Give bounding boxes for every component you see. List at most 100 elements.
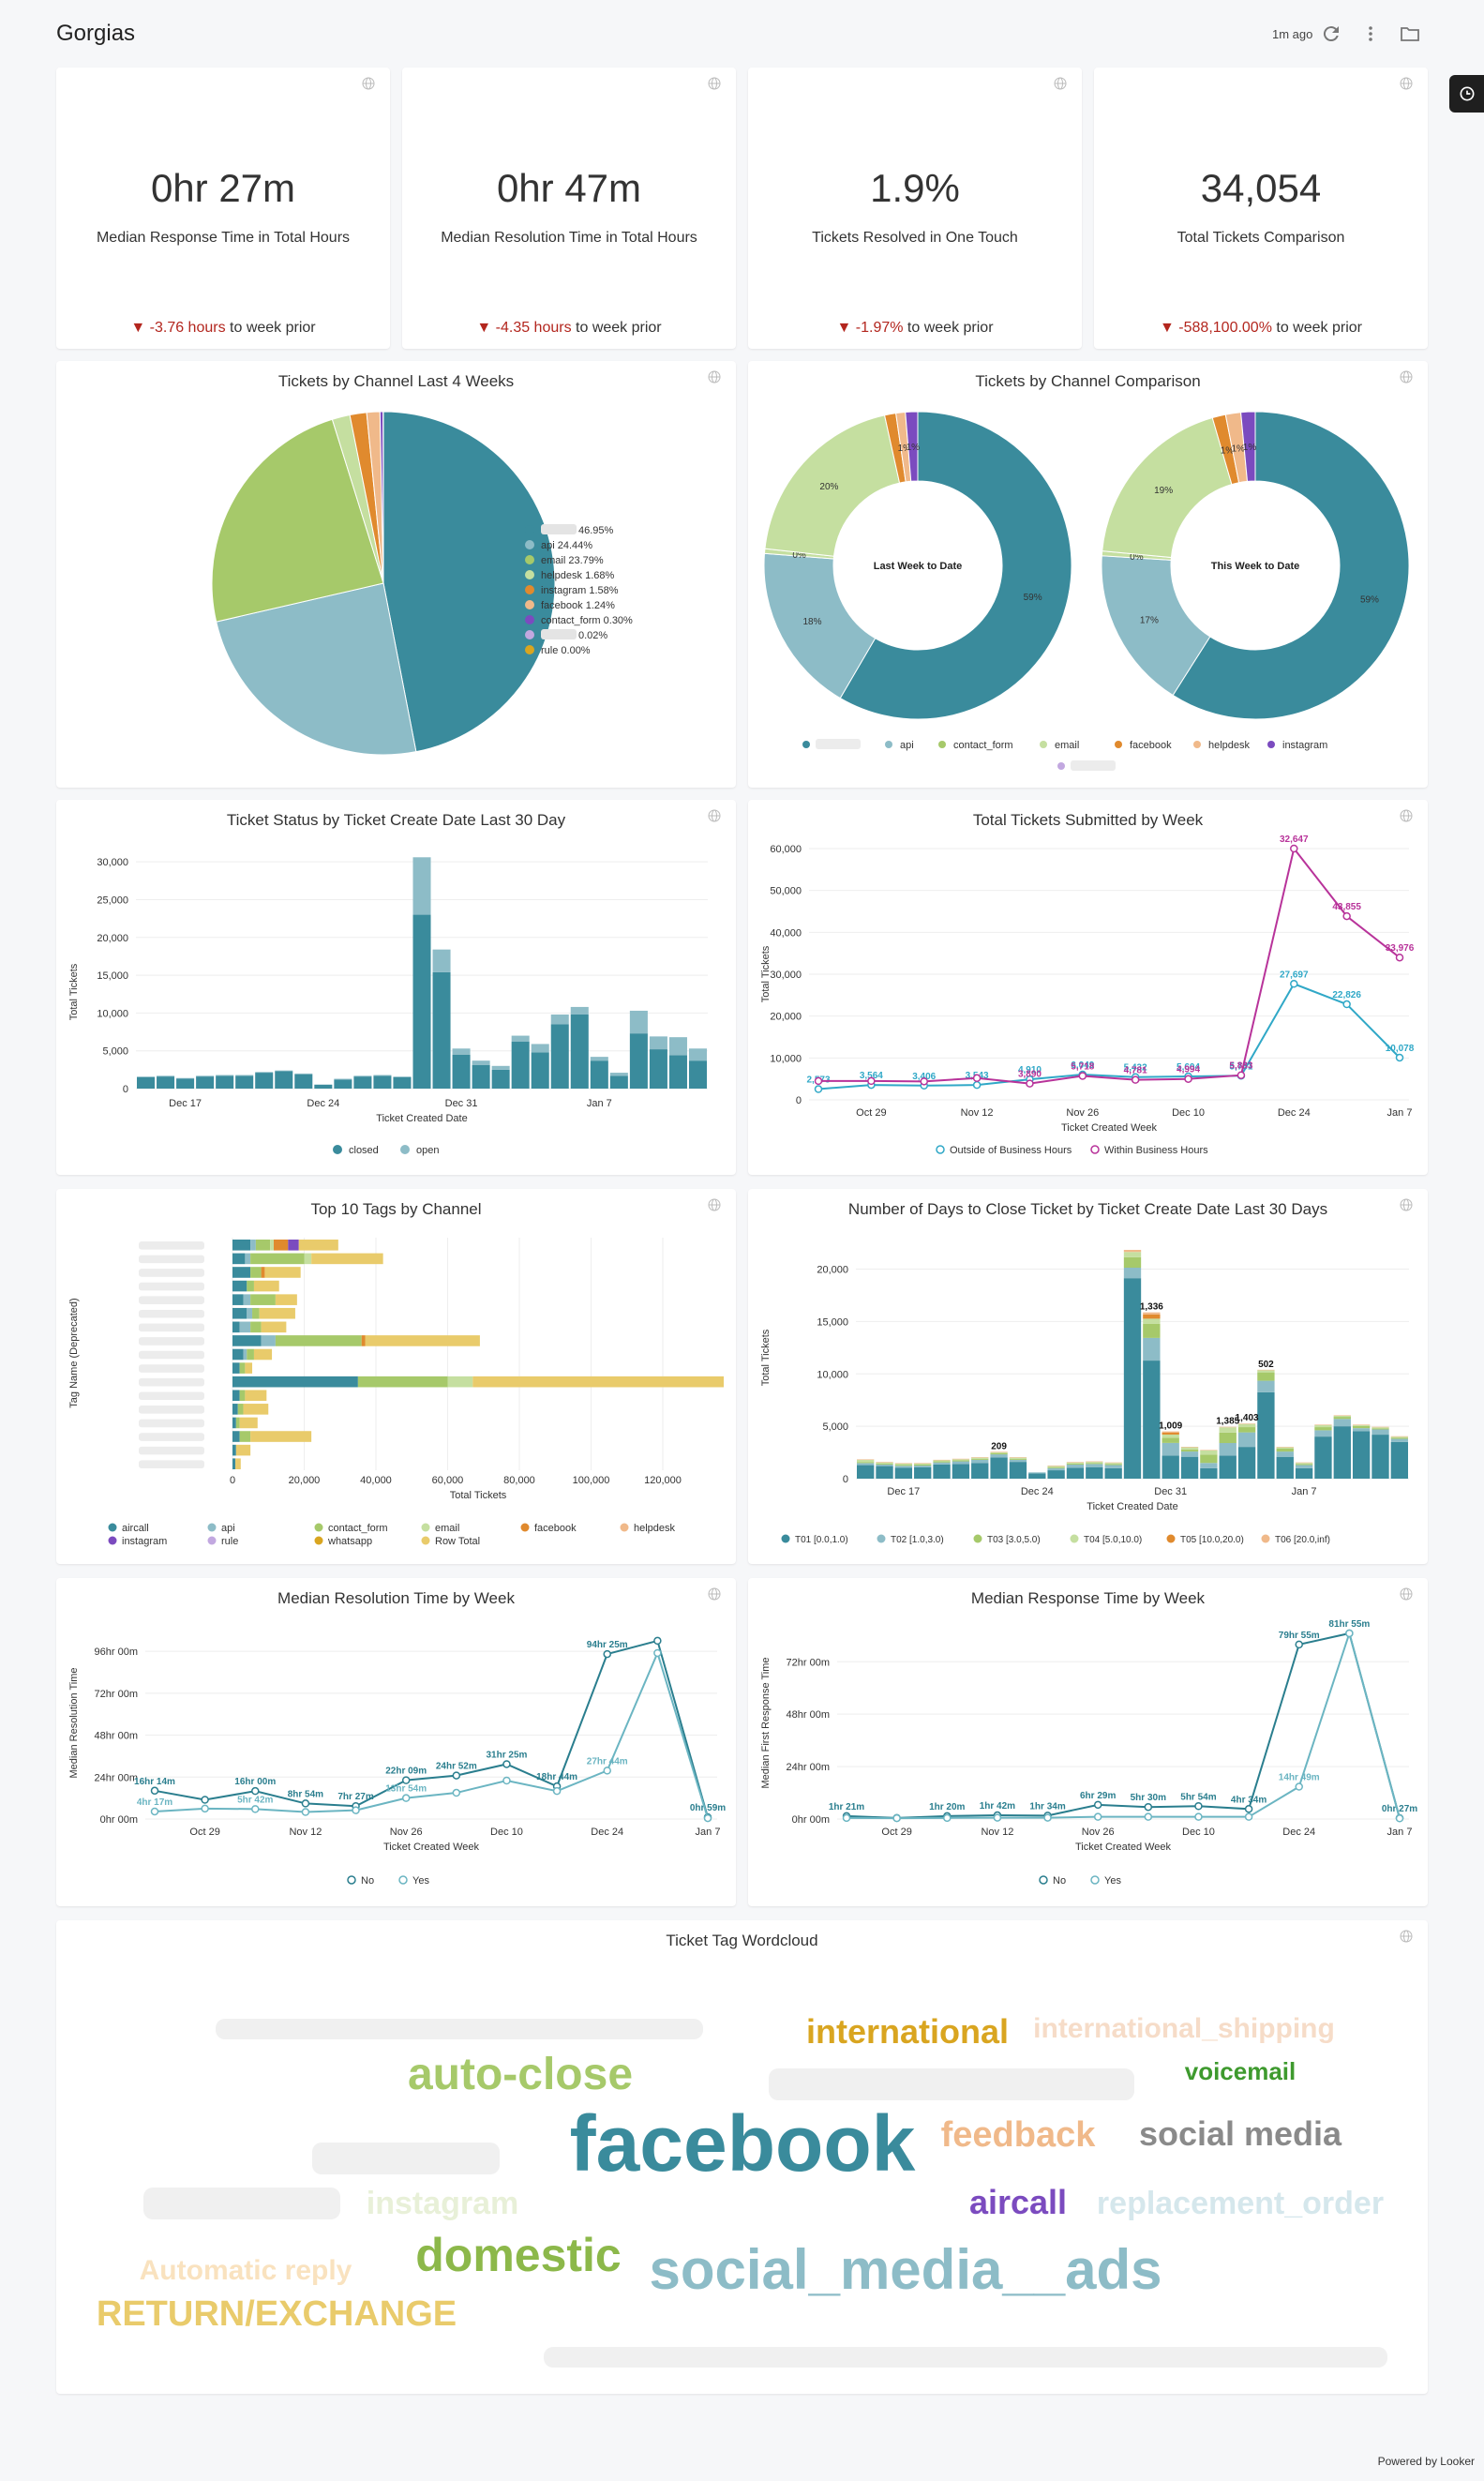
bar-segment	[1143, 1361, 1161, 1479]
bar-segment	[243, 1404, 269, 1415]
data-label: 0hr 27m	[1382, 1804, 1417, 1814]
data-label: 43,855	[1332, 902, 1361, 912]
data-point	[972, 1080, 982, 1090]
bar-segment	[232, 1458, 236, 1469]
bar-segment	[255, 1240, 271, 1251]
y-tick-label: 0	[796, 1095, 802, 1106]
legend-swatch	[400, 1145, 410, 1154]
folder-icon[interactable]	[1399, 23, 1421, 45]
y-tick-label: 0hr 00m	[100, 1814, 138, 1826]
data-point	[943, 1813, 952, 1823]
x-axis-label: Ticket Created Week	[383, 1842, 480, 1853]
data-point	[1078, 1072, 1087, 1080]
bar-segment	[914, 1464, 932, 1466]
legend-label: helpdesk	[1208, 740, 1251, 751]
data-label: 1hr 34m	[1029, 1801, 1065, 1812]
bar-segment	[250, 1253, 305, 1265]
bar-segment	[472, 1376, 724, 1388]
y-tick-label: 72hr 00m	[787, 1657, 830, 1668]
kpi-delta: -1.97%	[855, 320, 904, 336]
bar-segment	[1352, 1428, 1371, 1432]
x-tick-label: Jan 7	[1387, 1827, 1413, 1838]
legend-label: No	[1053, 1875, 1066, 1887]
bar-segment	[990, 1454, 1008, 1458]
legend-label: facebook	[534, 1523, 577, 1534]
bar-segment	[914, 1463, 932, 1465]
bar-segment	[1104, 1463, 1122, 1465]
legend-label: No	[361, 1875, 374, 1887]
globe-icon[interactable]	[1400, 1587, 1413, 1601]
bar-segment	[232, 1404, 238, 1415]
bar-segment	[247, 1280, 254, 1292]
x-tick-label: Dec 24	[591, 1827, 623, 1838]
bar-segment	[629, 1010, 648, 1034]
bar-segment	[1028, 1472, 1046, 1474]
globe-icon[interactable]	[362, 77, 375, 90]
last-updated-label: 1m ago	[1272, 27, 1313, 41]
bar-segment	[270, 1240, 274, 1251]
pie-chart: 46.95% api 24.44% email 23.79% helpdesk 1.6…	[211, 411, 633, 756]
bar-segment	[373, 1075, 392, 1089]
bar-segment	[550, 1014, 569, 1025]
globe-icon[interactable]	[1400, 77, 1413, 90]
globe-icon[interactable]	[1400, 1930, 1413, 1943]
series-line	[818, 846, 1401, 1085]
bar-segment	[353, 1075, 372, 1077]
data-point	[251, 1805, 260, 1813]
data-point	[201, 1804, 209, 1813]
data-label: 3,564	[860, 1071, 883, 1081]
data-label: 4,781	[1124, 1066, 1147, 1076]
legend-swatch	[1039, 1875, 1048, 1885]
bar-segment	[914, 1463, 932, 1464]
bar-segment	[570, 1014, 589, 1089]
bar-segment	[933, 1464, 951, 1479]
bar-segment	[275, 1071, 293, 1089]
more-vert-icon[interactable]	[1359, 23, 1382, 45]
donut-slice	[763, 552, 877, 699]
bar-segment	[1086, 1463, 1103, 1465]
bar-segment	[609, 1075, 628, 1089]
x-tick-label: Jan 7	[1387, 1107, 1413, 1119]
legend-swatch	[525, 540, 534, 549]
bar-segment	[361, 1335, 366, 1346]
globe-icon[interactable]	[708, 77, 721, 90]
bar-segment	[239, 1417, 258, 1429]
bar-segment	[472, 1065, 490, 1089]
globe-icon[interactable]	[708, 370, 721, 383]
blurred-word	[769, 2068, 1134, 2100]
x-tick-label: 40,000	[360, 1475, 392, 1486]
kpi-value: 34,054	[1200, 166, 1322, 210]
donut-slice	[1172, 411, 1410, 720]
data-point	[653, 1648, 662, 1658]
bar-segment	[933, 1460, 951, 1462]
globe-icon[interactable]	[1054, 77, 1067, 90]
globe-icon[interactable]	[1400, 1198, 1413, 1211]
bar-segment	[264, 1267, 301, 1278]
data-label: 27hr 44m	[587, 1756, 628, 1767]
data-point	[301, 1799, 310, 1808]
data-point	[452, 1771, 461, 1780]
filters-toggle-button[interactable]	[1449, 75, 1484, 113]
bar-segment	[1295, 1463, 1313, 1465]
x-tick-label: Oct 29	[856, 1107, 886, 1119]
refresh-icon[interactable]	[1320, 23, 1342, 45]
data-label: 13hr 54m	[385, 1784, 427, 1795]
globe-icon[interactable]	[708, 1587, 721, 1601]
bar-segment	[232, 1417, 236, 1429]
legend-swatch	[1040, 741, 1047, 748]
footer-text: Powered by	[1377, 2455, 1437, 2468]
bar-segment	[1390, 1438, 1408, 1442]
globe-icon[interactable]	[1400, 809, 1413, 822]
x-tick-label: 60,000	[432, 1475, 464, 1486]
x-tick-label: Dec 31	[445, 1098, 478, 1109]
globe-icon[interactable]	[708, 809, 721, 822]
kpi-tile-resolution: 0hr 47m Median Resolution Time in Total …	[402, 68, 736, 349]
kpi-label: Tickets Resolved in One Touch	[812, 230, 1018, 246]
globe-icon[interactable]	[1400, 370, 1413, 383]
bar-segment	[1314, 1430, 1332, 1437]
x-tick-label: Dec 10	[490, 1827, 523, 1838]
wordcloud-word: auto-close	[408, 2050, 633, 2099]
globe-icon[interactable]	[708, 1198, 721, 1211]
legend-label: Yes	[1104, 1875, 1121, 1887]
bar-segment	[311, 1253, 383, 1265]
